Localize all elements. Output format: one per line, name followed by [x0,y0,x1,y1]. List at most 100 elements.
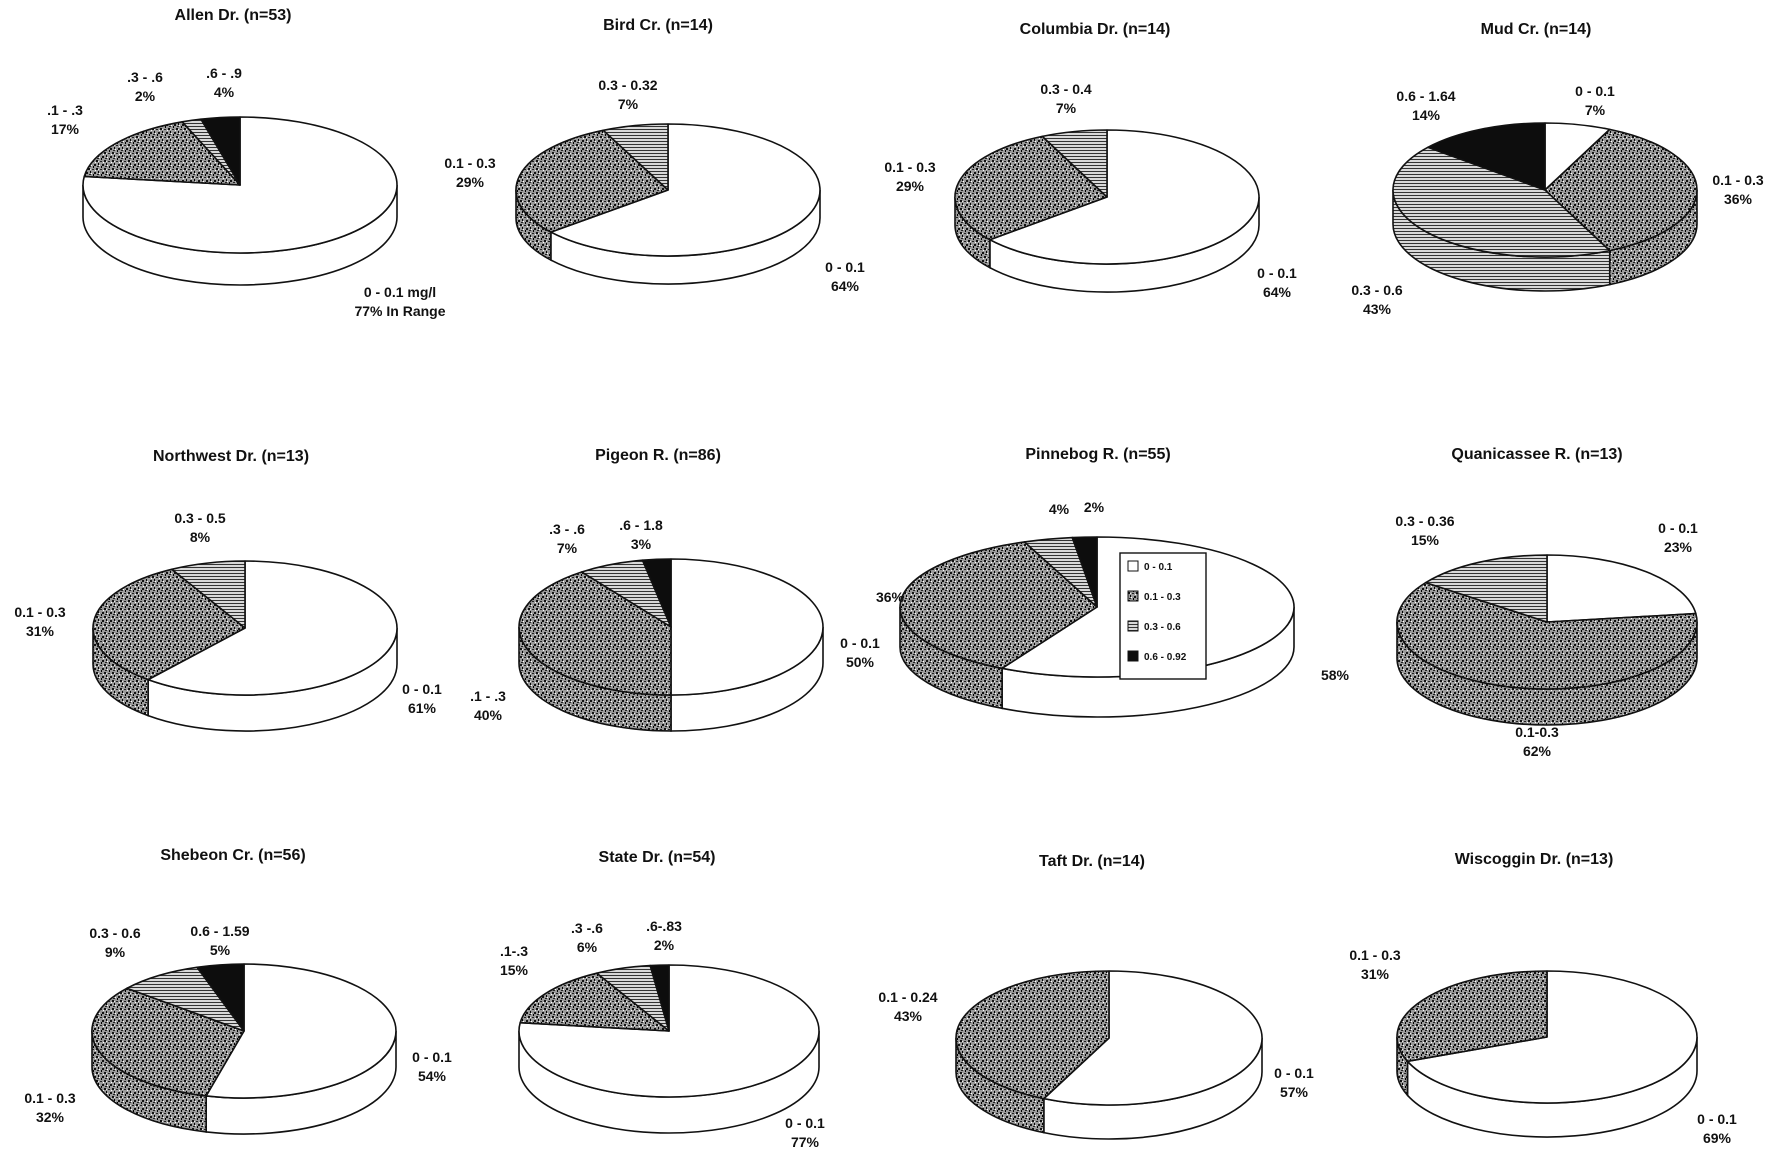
slice-label: 0 - 0.1 mg/l 77% In Range [354,284,445,319]
slice-label: 0.3 - 0.6 43% [1351,282,1403,317]
slice-label: .3 - .6 2% [127,69,163,104]
pie-slice [641,558,672,628]
slice-label: .3 - .6 7% [549,521,585,556]
slice-label: 0.3 - 0.6 9% [89,925,141,960]
slice-label: 0 - 0.1 7% [1575,83,1615,118]
slice-label: 0.6 - 1.59 5% [190,923,249,958]
slice-label: 0 - 0.1 61% [402,681,442,716]
slice-label: 0.1 - 0.3 31% [14,604,66,639]
pie-chart: Pigeon R. (n=86) 0 - 0.1 50% .1 - .3 40% .3 -… [470,447,880,732]
pie-chart: Mud Cr. (n=14) 0 - 0.1 7% 0.1 - 0.3 36% 0.3 -… [1351,21,1764,317]
slice-label: .1 - .3 17% [47,102,83,137]
chart-title: Columbia Dr. (n=14) [1020,21,1171,38]
chart-legend: 0 - 0.1 0.1 - 0.3 0.3 - 0.6 0.6 - 0.92 [1119,552,1207,680]
slice-label: .6 - .9 4% [206,65,242,100]
pie-slice [670,558,824,696]
pie-slice [196,963,245,1032]
pie-slice [91,987,245,1097]
pie-slice [1424,554,1548,623]
pie-slice [1427,122,1546,191]
legend-swatch [1127,620,1139,632]
slice-label: 0 - 0.1 57% [1274,1065,1314,1100]
chart-title: State Dr. (n=54) [599,849,716,866]
slice-label: 0.3 - 0.5 8% [174,510,226,545]
pie-slice [1041,129,1108,198]
slice-label: 0.1 - 0.3 36% [1712,172,1764,207]
pie-slice [899,541,1098,670]
slice-label: 0.3 - 0.36 15% [1395,513,1454,548]
pie-slice [1406,970,1698,1104]
pie-chart: Wiscoggin Dr. (n=13) 0 - 0.1 69% 0.1 - 0.3 3… [1349,851,1737,1146]
pie-slice [200,116,241,186]
slice-label: .6-.83 2% [646,918,682,953]
pie-slice [989,129,1260,265]
slice-label: 0.6 - 1.64 14% [1396,88,1455,123]
charts-layer: Allen Dr. (n=53) 0 - 0.1 mg/l 77% In Range… [14,7,1764,1150]
legend-swatch [1127,650,1139,662]
slice-label: 0 - 0.1 50% [840,635,880,670]
slice-label: 0.3 - 0.32 7% [598,77,657,112]
slice-label: 0.1 - 0.3 29% [884,159,936,194]
pie-chart: Pinnebog R. (n=55) 58% 36% 4% 2% 0 - 0.1 0.1 -… [876,446,1350,718]
pie-slice [1544,128,1698,252]
slice-label: .1-.3 15% [500,943,529,978]
pie-slice [518,571,672,696]
slice-label: 0 - 0.1 69% [1697,1111,1737,1146]
pie-slice [147,560,398,696]
chart-title: Pigeon R. (n=86) [595,447,721,464]
legend-swatch [1127,560,1139,572]
pie-slice [1546,554,1697,623]
slice-label: 0.1 - 0.3 31% [1349,947,1401,982]
slice-label: 4% [1049,501,1070,517]
pie-slice [92,568,246,681]
pie-slice [649,964,670,1032]
slice-label: .1 - .3 40% [470,688,506,723]
slice-label: 36% [876,589,905,605]
chart-title: Pinnebog R. (n=55) [1025,446,1170,463]
pie-slice [82,116,398,254]
legend-label: 0.1 - 0.3 [1144,592,1181,603]
pie-slice [550,123,821,257]
pie-slice [955,970,1110,1100]
slice-label: 0 - 0.1 64% [825,259,865,294]
slice-label: .6 - 1.8 3% [619,517,663,552]
slice-label: 0.1 - 0.3 32% [24,1090,76,1125]
chart-title: Bird Cr. (n=14) [603,17,713,34]
slice-label: 0 - 0.1 23% [1658,520,1698,555]
slice-label: 0.1 - 0.3 29% [444,155,496,190]
pie-chart: Quanicassee R. (n=13) 0 - 0.1 23% 0.1-0.3 62… [1395,446,1698,759]
pie-slice [126,966,245,1032]
chart-title: Northwest Dr. (n=13) [153,448,309,465]
chart-title: Quanicassee R. (n=13) [1451,446,1622,463]
legend-label: 0.6 - 0.92 [1144,652,1187,663]
pie-slice [1396,581,1698,690]
slice-label: 0 - 0.1 64% [1257,265,1297,300]
slice-label: 58% [1321,667,1350,683]
pie-slice [602,123,669,191]
pie-slice [1396,970,1548,1063]
pie-slice [1071,536,1098,608]
pie-slice [518,964,820,1098]
chart-title: Allen Dr. (n=53) [175,7,292,24]
slice-label: 0.1-0.3 62% [1515,724,1559,759]
slice-label: 0.1 - 0.24 43% [878,989,937,1024]
chart-title: Mud Cr. (n=14) [1481,21,1592,38]
pie-slice [1043,970,1263,1106]
pie-slice [519,972,670,1032]
pie-slice [205,963,397,1099]
chart-title: Shebeon Cr. (n=56) [160,847,305,864]
pie-slice [83,120,241,186]
legend-label: 0 - 0.1 [1144,562,1173,573]
pie-chart: Taft Dr. (n=14) 0 - 0.1 57% 0.1 - 0.24 43% [878,853,1314,1140]
pie-chart: Northwest Dr. (n=13) 0 - 0.1 61% 0.1 - 0.3 3… [14,448,442,732]
pie-chart: Allen Dr. (n=53) 0 - 0.1 mg/l 77% In Range… [47,7,446,319]
legend-label: 0.3 - 0.6 [1144,622,1181,633]
slice-label: 0.3 - 0.4 7% [1040,81,1092,116]
pie-chart: Columbia Dr. (n=14) 0 - 0.1 64% 0.1 - 0.3 29… [884,21,1297,300]
chart-title: Wiscoggin Dr. (n=13) [1455,851,1614,868]
pie-chart: Shebeon Cr. (n=56) 0 - 0.1 54% 0.1 - 0.3 32%… [24,847,452,1135]
legend-box [1119,552,1207,680]
slice-label: .3 -.6 6% [571,920,603,955]
legend-swatch [1127,590,1139,602]
